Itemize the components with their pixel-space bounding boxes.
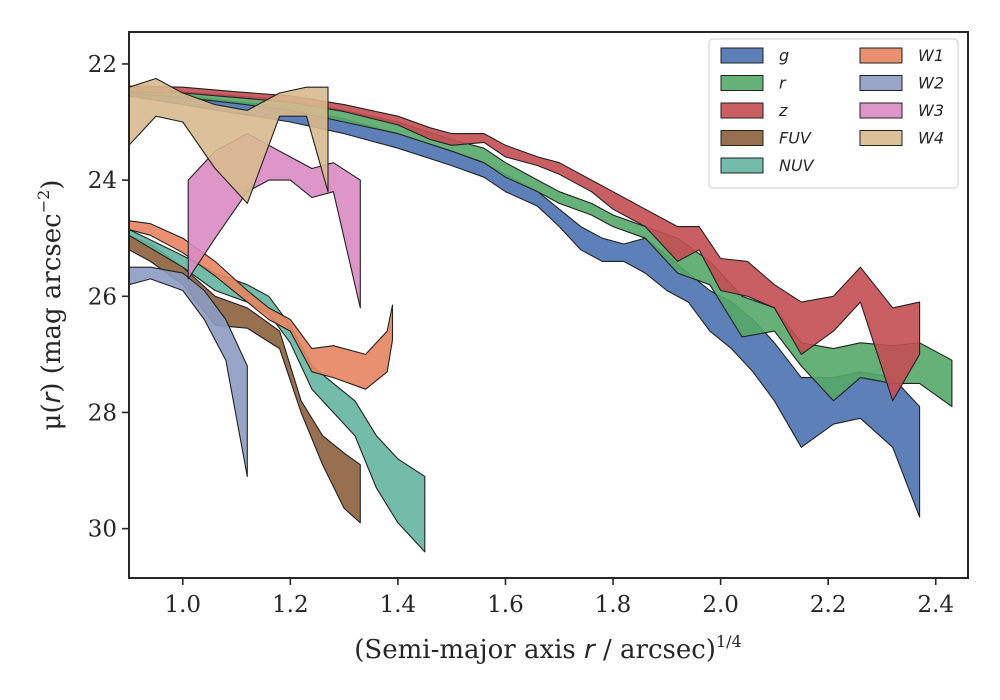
legend-swatch-w3 (859, 102, 903, 119)
legend-swatch-w2 (859, 75, 903, 91)
y-axis: 22 24 26 28 30 (88, 52, 129, 543)
band-z (129, 85, 921, 402)
y-axis-label: μ(r) (mag arcsec−2) (34, 180, 67, 431)
x-tick-label: 2.4 (917, 592, 954, 618)
x-tick-label: 1.6 (487, 592, 524, 618)
x-tick-label: 1.4 (380, 592, 417, 618)
legend-swatch-fuv (720, 130, 764, 146)
band-w4 (129, 77, 329, 204)
legend-label-w3: W3 (918, 101, 944, 120)
legend-swatch-nuv (720, 157, 764, 174)
bands-layer (129, 77, 953, 553)
legend-label-g: g (779, 46, 789, 65)
legend-swatch-r (720, 75, 764, 91)
x-tick-label: 2.0 (702, 592, 739, 618)
legend-swatch-g (720, 47, 764, 64)
legend-label-z: z (778, 101, 788, 120)
legend-label-w1: W1 (918, 46, 944, 65)
y-tick-label: 26 (88, 284, 117, 310)
legend-label-r: r (779, 74, 787, 93)
legend-label-w2: W2 (918, 74, 944, 93)
y-tick-label: 24 (88, 168, 117, 194)
legend: grz FUV NUV W1 W2 W3 W4 (708, 38, 959, 189)
y-tick-label: 22 (88, 52, 117, 78)
x-tick-label: 1.2 (272, 592, 309, 618)
legend-swatch-w1 (859, 47, 903, 64)
x-tick-label: 1.8 (595, 592, 632, 618)
legend-swatch-z (720, 102, 764, 119)
x-tick-label: 2.2 (810, 592, 847, 618)
x-axis-label: (Semi-major axis r / arcsec)1/4 (354, 632, 741, 665)
y-tick-label: 30 (88, 517, 117, 543)
plot-frame (128, 31, 969, 579)
band-r (129, 86, 953, 408)
legend-swatch-w4 (859, 130, 903, 146)
x-axis: 1.0 1.2 1.4 1.6 1.8 2.0 2.2 2.4 (164, 578, 954, 618)
legend-label-w4: W4 (918, 129, 944, 148)
x-tick-label: 1.0 (164, 592, 201, 618)
band-w1 (129, 220, 394, 390)
band-w2 (129, 266, 248, 477)
legend-label-fuv: FUV (779, 129, 812, 148)
y-tick-label: 28 (88, 400, 117, 426)
legend-label-nuv: NUV (779, 156, 815, 175)
